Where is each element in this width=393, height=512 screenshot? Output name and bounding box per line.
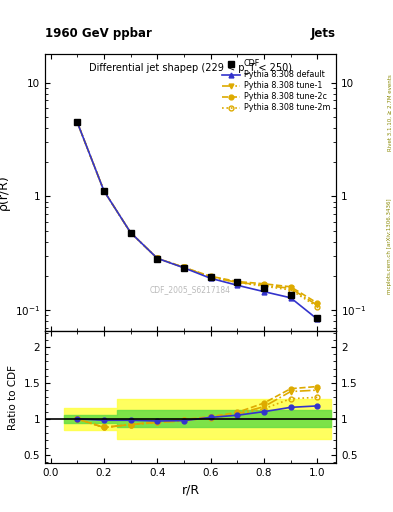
Pythia 8.308 tune-2m — [101, 188, 106, 194]
Pythia 8.308 default — [235, 282, 240, 288]
Pythia 8.308 tune-1 — [262, 282, 266, 288]
Pythia 8.308 tune-2c — [235, 279, 240, 285]
Text: 1960 GeV ppbar: 1960 GeV ppbar — [45, 27, 152, 40]
Pythia 8.308 tune-2c — [288, 284, 293, 290]
CDF — [155, 256, 160, 262]
Pythia 8.308 tune-2m — [155, 255, 160, 261]
Line: Pythia 8.308 default: Pythia 8.308 default — [75, 120, 320, 322]
Pythia 8.308 tune-1 — [128, 229, 133, 236]
Pythia 8.308 default — [315, 316, 320, 322]
Pythia 8.308 tune-2m — [208, 274, 213, 280]
CDF — [182, 265, 186, 271]
Pythia 8.308 tune-2m — [315, 304, 320, 310]
Pythia 8.308 tune-2c — [208, 273, 213, 280]
Pythia 8.308 default — [262, 289, 266, 295]
Line: Pythia 8.308 tune-1: Pythia 8.308 tune-1 — [75, 120, 320, 308]
Pythia 8.308 default — [75, 119, 79, 125]
CDF — [315, 315, 320, 321]
Pythia 8.308 tune-2c — [155, 255, 160, 261]
Pythia 8.308 tune-2c — [101, 188, 106, 194]
Pythia 8.308 tune-2m — [235, 279, 240, 285]
Legend: CDF, Pythia 8.308 default, Pythia 8.308 tune-1, Pythia 8.308 tune-2c, Pythia 8.3: CDF, Pythia 8.308 default, Pythia 8.308 … — [220, 58, 332, 114]
CDF — [262, 285, 266, 291]
Text: CDF_2005_S6217184: CDF_2005_S6217184 — [150, 285, 231, 294]
Pythia 8.308 tune-2c — [262, 281, 266, 287]
Pythia 8.308 tune-2c — [182, 264, 186, 270]
Text: Jets: Jets — [311, 27, 336, 40]
Pythia 8.308 tune-2c — [315, 300, 320, 306]
Pythia 8.308 default — [182, 265, 186, 271]
Pythia 8.308 tune-2m — [288, 287, 293, 293]
CDF — [75, 119, 79, 125]
Text: mcplots.cern.ch [arXiv:1306.3436]: mcplots.cern.ch [arXiv:1306.3436] — [387, 198, 392, 293]
Pythia 8.308 default — [155, 255, 160, 261]
Pythia 8.308 default — [208, 275, 213, 282]
Pythia 8.308 tune-2m — [128, 229, 133, 236]
Pythia 8.308 tune-1 — [182, 264, 186, 270]
Line: Pythia 8.308 tune-2m: Pythia 8.308 tune-2m — [75, 120, 320, 309]
Text: Rivet 3.1.10, ≥ 2.7M events: Rivet 3.1.10, ≥ 2.7M events — [387, 74, 392, 151]
Text: Differential jet shapep (229 < p_T < 250): Differential jet shapep (229 < p_T < 250… — [89, 62, 292, 73]
Pythia 8.308 tune-1 — [288, 285, 293, 291]
Line: Pythia 8.308 tune-2c: Pythia 8.308 tune-2c — [75, 120, 320, 306]
Pythia 8.308 tune-2m — [262, 283, 266, 289]
Pythia 8.308 tune-1 — [75, 119, 79, 125]
Line: CDF: CDF — [74, 119, 320, 321]
Pythia 8.308 default — [101, 188, 106, 194]
Pythia 8.308 tune-1 — [235, 279, 240, 285]
Pythia 8.308 tune-2m — [75, 119, 79, 125]
CDF — [208, 274, 213, 280]
Pythia 8.308 tune-2c — [75, 119, 79, 125]
Pythia 8.308 tune-1 — [208, 274, 213, 280]
Y-axis label: ρ(r/R): ρ(r/R) — [0, 175, 9, 210]
X-axis label: r/R: r/R — [182, 484, 200, 497]
CDF — [101, 188, 106, 194]
Pythia 8.308 default — [288, 295, 293, 301]
Pythia 8.308 tune-1 — [101, 188, 106, 194]
CDF — [235, 279, 240, 285]
Pythia 8.308 tune-1 — [315, 302, 320, 308]
Pythia 8.308 default — [128, 229, 133, 236]
Pythia 8.308 tune-2c — [128, 229, 133, 236]
CDF — [128, 229, 133, 236]
Y-axis label: Ratio to CDF: Ratio to CDF — [8, 365, 18, 430]
CDF — [288, 292, 293, 298]
Pythia 8.308 tune-1 — [155, 255, 160, 261]
Pythia 8.308 tune-2m — [182, 264, 186, 270]
